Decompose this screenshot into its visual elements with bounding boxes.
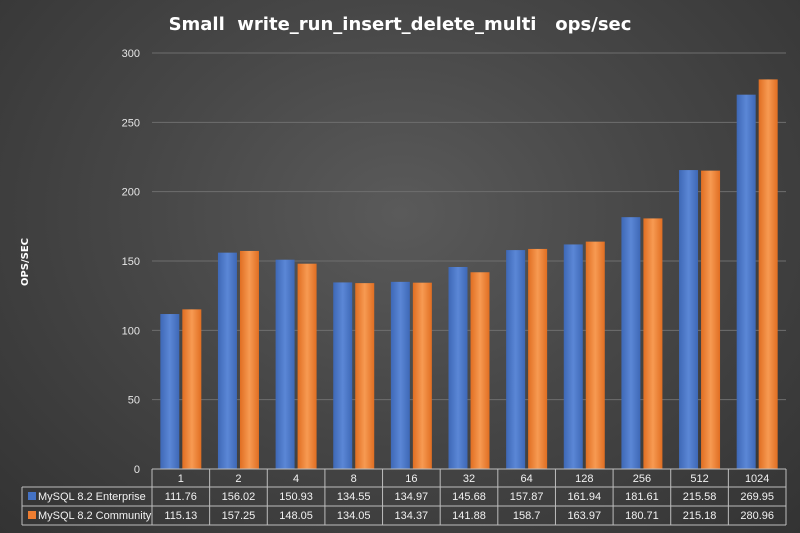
bar-enterprise-1 <box>160 314 180 469</box>
data-label: 115.13 <box>164 510 197 522</box>
bar-community-4 <box>297 263 317 469</box>
data-label: 148.05 <box>279 510 313 522</box>
bar-enterprise-512 <box>679 170 699 470</box>
x-tick-label: 16 <box>405 473 417 485</box>
y-tick-label: 0 <box>134 464 140 476</box>
data-label: 150.93 <box>279 491 313 503</box>
data-label: 181.61 <box>625 491 659 503</box>
y-tick-label: 250 <box>122 117 140 129</box>
bar-enterprise-8 <box>333 282 353 469</box>
data-label: 161.94 <box>567 491 601 503</box>
bar-community-1024 <box>758 79 778 469</box>
bar-community-8 <box>355 283 375 469</box>
data-label: 157.25 <box>222 510 256 522</box>
data-label: 134.37 <box>395 510 429 522</box>
data-label: 163.97 <box>567 510 601 522</box>
y-tick-label: 150 <box>122 256 140 268</box>
data-label: 215.18 <box>683 510 717 522</box>
data-label: 134.55 <box>337 491 371 503</box>
y-tick-label: 200 <box>122 187 140 199</box>
x-tick-label: 4 <box>293 473 299 485</box>
bar-enterprise-32 <box>448 266 468 469</box>
legend-series-name: MySQL 8.2 Community <box>38 510 152 522</box>
y-tick-label: 100 <box>122 325 140 337</box>
data-label: 215.58 <box>683 491 717 503</box>
bar-community-256 <box>643 218 663 469</box>
data-label: 134.05 <box>337 510 371 522</box>
data-label: 158.7 <box>513 510 541 522</box>
bar-enterprise-256 <box>621 217 641 469</box>
legend-key-enterprise <box>28 492 36 500</box>
x-tick-label: 512 <box>690 473 708 485</box>
chart-title: Small write_run_insert_delete_multi ops/… <box>169 14 632 35</box>
legend-key-community <box>28 511 36 519</box>
data-label: 269.95 <box>740 491 774 503</box>
legend-series-name: MySQL 8.2 Enterprise <box>38 491 146 503</box>
bar-enterprise-2 <box>217 252 237 469</box>
x-tick-label: 1 <box>178 473 184 485</box>
bar-enterprise-1024 <box>736 94 756 469</box>
x-tick-label: 8 <box>351 473 357 485</box>
x-tick-label: 32 <box>463 473 475 485</box>
y-tick-label: 300 <box>122 48 140 60</box>
bar-enterprise-16 <box>390 281 410 469</box>
bar-enterprise-4 <box>275 259 295 469</box>
bar-community-64 <box>528 248 548 469</box>
data-label: 145.68 <box>452 491 486 503</box>
x-tick-label: 128 <box>575 473 593 485</box>
bar-enterprise-128 <box>563 244 583 469</box>
data-label: 134.97 <box>395 491 429 503</box>
bar-community-16 <box>412 282 432 469</box>
data-label: 180.71 <box>625 510 659 522</box>
bar-community-1 <box>182 309 202 469</box>
data-label: 111.76 <box>165 491 197 503</box>
data-label: 157.87 <box>510 491 544 503</box>
bar-community-512 <box>701 170 721 469</box>
data-label: 156.02 <box>222 491 256 503</box>
x-tick-label: 64 <box>521 473 533 485</box>
bar-community-32 <box>470 272 490 469</box>
x-tick-label: 256 <box>633 473 651 485</box>
y-axis-label: OPS/SEC <box>20 238 31 286</box>
y-tick-label: 50 <box>128 395 140 407</box>
bar-enterprise-64 <box>506 250 526 469</box>
data-label: 141.88 <box>452 510 486 522</box>
data-label: 280.96 <box>740 510 774 522</box>
bar-community-2 <box>239 250 259 469</box>
bar-community-128 <box>585 241 605 469</box>
x-tick-label: 2 <box>235 473 241 485</box>
x-tick-label: 1024 <box>745 473 769 485</box>
